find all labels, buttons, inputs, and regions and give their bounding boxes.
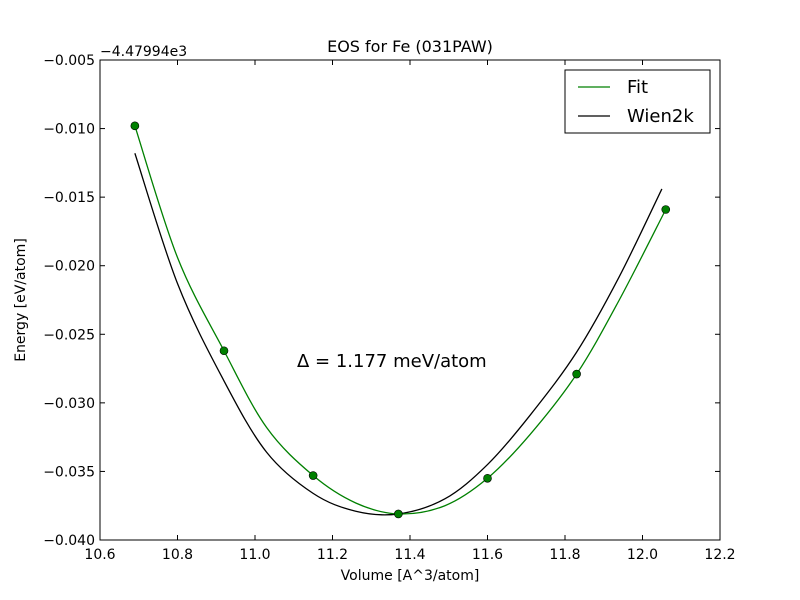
- data-point: [308, 471, 318, 480]
- data-points: [130, 121, 671, 519]
- chart-title: EOS for Fe (031PAW): [327, 37, 493, 56]
- delta-annotation: Δ = 1.177 meV/atom: [297, 351, 487, 372]
- y-tick-label: −0.010: [43, 122, 95, 138]
- legend-fit-label: Fit: [627, 77, 648, 98]
- y-tick-label: −0.025: [43, 327, 95, 343]
- data-point: [661, 205, 671, 214]
- data-point: [394, 509, 403, 519]
- legend-box: [564, 69, 711, 134]
- series-fit-line: [134, 125, 667, 515]
- x-tick-label: 10.8: [162, 547, 193, 563]
- x-tick-label: 11.4: [394, 547, 425, 563]
- x-axis-ticks: 10.6 10.8 11.0 11.2 11.4 11.6 11.8 12.0 12.2: [84, 60, 736, 563]
- x-tick-label: 10.6: [84, 547, 115, 563]
- data-point: [219, 346, 229, 356]
- y-tick-label: −0.040: [43, 533, 95, 549]
- x-tick-label: 12.0: [627, 547, 658, 563]
- x-tick-label: 11.0: [239, 547, 270, 563]
- plot-frame: [99, 59, 721, 541]
- x-tick-label: 11.2: [317, 547, 348, 563]
- data-point: [483, 473, 492, 483]
- legend-wien2k-label: Wien2k: [627, 106, 694, 127]
- y-axis-label: Energy [eV/atom]: [13, 238, 29, 362]
- x-tick-label: 11.8: [549, 547, 580, 563]
- y-tick-label: −0.035: [43, 464, 95, 480]
- y-axis-ticks: −0.040 −0.035 −0.030 −0.025 −0.020 −0.015 −0.0…: [43, 53, 720, 549]
- x-tick-label: 11.6: [472, 547, 503, 563]
- x-axis-label: Volume [A^3/atom]: [341, 568, 480, 584]
- x-tick-label: 12.2: [704, 547, 735, 563]
- y-tick-label: −0.020: [43, 259, 95, 275]
- y-tick-label: −0.015: [43, 190, 95, 206]
- y-offset-label: −4.47994e3: [100, 44, 187, 60]
- data-point: [572, 369, 581, 379]
- y-tick-label: −0.030: [43, 396, 95, 412]
- y-tick-label: −0.005: [43, 53, 95, 69]
- legend: Fit Wien2k: [564, 69, 711, 134]
- data-point: [130, 121, 140, 131]
